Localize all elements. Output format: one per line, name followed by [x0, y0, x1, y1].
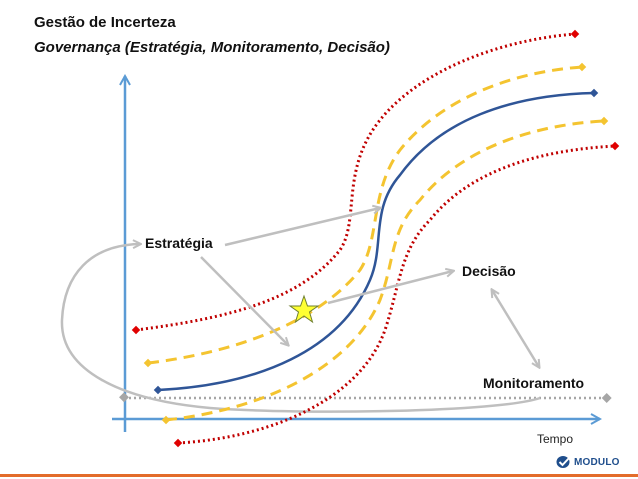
outer-upper-curve	[135, 32, 576, 332]
outer-lower-curve	[177, 144, 616, 445]
estrategia-to-center-arrow	[200, 256, 288, 345]
footer-bar	[0, 474, 638, 477]
outer-upper-end-marker	[570, 29, 580, 39]
inner-lower-start-marker	[161, 415, 171, 425]
logo-text: MODULO	[574, 456, 620, 468]
estrategia-label: Estratégia	[145, 235, 213, 251]
center-curve	[157, 91, 595, 392]
center-end-marker	[589, 88, 599, 98]
outer-lower-start-marker	[173, 438, 183, 448]
check-shield-icon	[556, 456, 571, 468]
estrategia-to-band-arrow	[224, 208, 380, 247]
page-title: Gestão de Incerteza	[34, 14, 176, 31]
baseline-start-marker	[119, 392, 129, 403]
center-start-marker	[153, 385, 163, 395]
inner-upper-end-marker	[577, 62, 587, 72]
inner-lower-curve	[165, 119, 605, 422]
monitoramento-label: Monitoramento	[483, 375, 585, 391]
inner-upper-start-marker	[143, 358, 153, 368]
inner-lower-end-marker	[599, 116, 609, 126]
baseline-end-marker	[601, 393, 612, 403]
star-icon	[288, 294, 320, 324]
decisao-monitoramento-arrow	[492, 290, 539, 367]
feedback-loop-arrow	[60, 244, 541, 413]
inner-upper-curve	[147, 65, 583, 365]
page-subtitle: Governança (Estratégia, Monitoramento, D…	[34, 39, 390, 56]
outer-lower-end-marker	[610, 141, 620, 151]
x-axis-label: Tempo	[537, 432, 574, 446]
outer-upper-start-marker	[131, 325, 141, 335]
decisao-label: Decisão	[462, 263, 516, 279]
star-to-decisao-arrow	[327, 271, 453, 305]
modulo-logo: MODULO	[556, 455, 620, 469]
